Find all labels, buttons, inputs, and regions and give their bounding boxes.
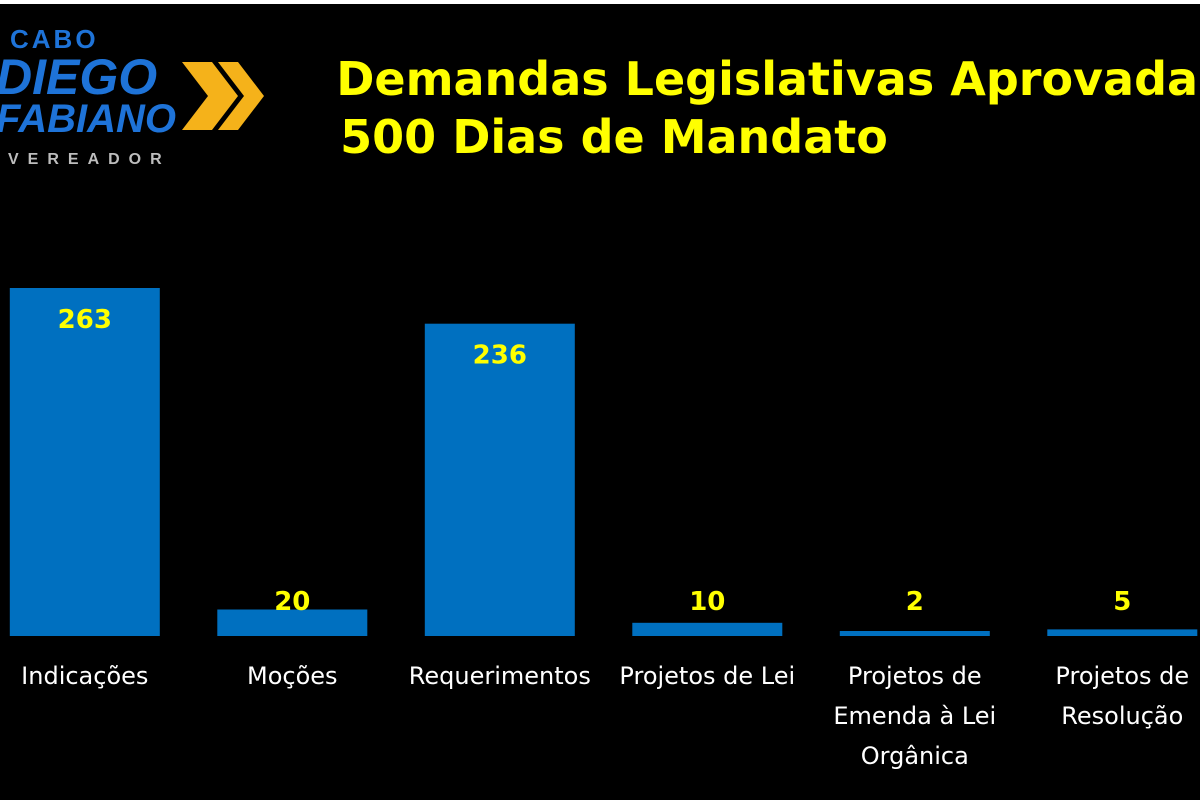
category-label-5-line-3: Orgânica bbox=[861, 742, 969, 770]
chart-title: Demandas Legislativas Aprovadas: bbox=[336, 52, 1200, 106]
category-label-1: Indicações bbox=[21, 662, 148, 690]
top-border-strip bbox=[0, 0, 1200, 4]
logo-chevrons-icon bbox=[182, 62, 264, 130]
chart-subtitle: 500 Dias de Mandato bbox=[340, 110, 888, 164]
data-label-1: 263 bbox=[58, 305, 112, 335]
data-label-6: 5 bbox=[1113, 587, 1131, 617]
bar-6 bbox=[1047, 629, 1198, 636]
logo-top-word: CABO bbox=[10, 24, 99, 54]
bar-2 bbox=[217, 609, 368, 636]
data-label-2: 20 bbox=[274, 587, 310, 617]
category-label-6-line-2: Resolução bbox=[1061, 702, 1183, 730]
bar-3 bbox=[424, 323, 575, 636]
logo-graphic: CABO DIEGO FABIANO VEREADOR bbox=[0, 24, 264, 168]
category-label-5-line-2: Emenda à Lei bbox=[833, 702, 996, 730]
logo: CABO DIEGO FABIANO VEREADOR bbox=[0, 22, 270, 172]
bar-4 bbox=[632, 622, 783, 636]
category-label-2: Moções bbox=[247, 662, 338, 690]
data-label-3: 236 bbox=[473, 341, 527, 371]
logo-name-line-1: DIEGO bbox=[0, 49, 157, 105]
bar-5 bbox=[839, 631, 990, 636]
chart-title-block: Demandas Legislativas Aprovadas: 500 Dia… bbox=[290, 50, 1200, 166]
data-labels: 263 20 236 10 2 5 bbox=[58, 305, 1132, 617]
logo-role: VEREADOR bbox=[8, 151, 171, 168]
category-labels: Indicações Moções Requerimentos Projetos de… bbox=[21, 662, 1189, 770]
category-label-3: Requerimentos bbox=[409, 662, 591, 690]
bars bbox=[9, 288, 1198, 636]
category-label-4: Projetos de Lei bbox=[619, 662, 795, 690]
category-label-6-line-1: Projetos de bbox=[1055, 662, 1189, 690]
data-label-5: 2 bbox=[906, 587, 924, 617]
logo-name-line-2: FABIANO bbox=[0, 97, 176, 141]
bar-1 bbox=[9, 288, 160, 636]
data-label-4: 10 bbox=[689, 587, 725, 617]
category-label-5-line-1: Projetos de bbox=[848, 662, 982, 690]
